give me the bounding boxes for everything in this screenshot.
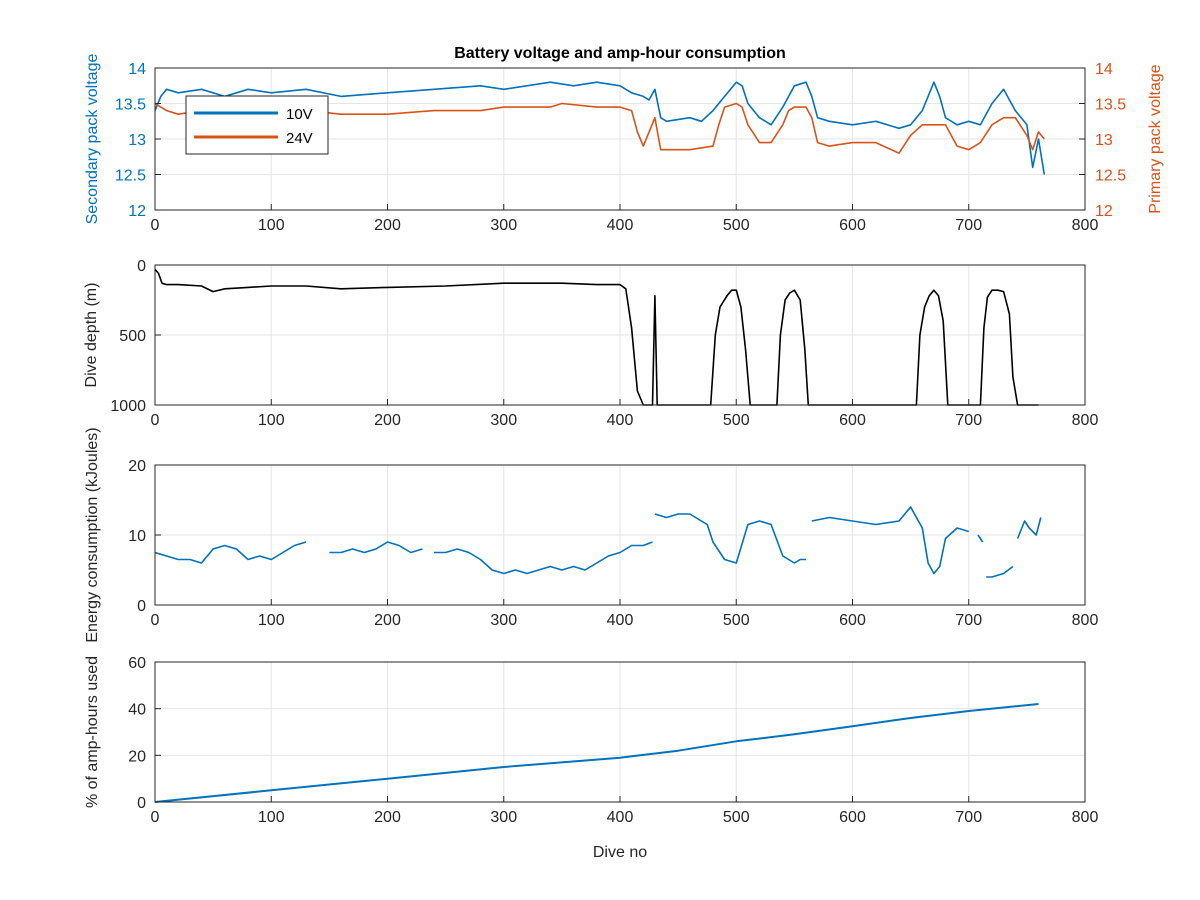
x-tick-label: 300 <box>490 412 517 429</box>
x-tick-label: 0 <box>151 809 160 826</box>
x-tick-label: 800 <box>1072 809 1099 826</box>
x-tick-label: 200 <box>374 412 401 429</box>
x-tick-label: 100 <box>258 612 285 629</box>
y-tick-label: 40 <box>128 702 146 719</box>
series-line-p3-seg2 <box>434 541 653 575</box>
series-line-10v <box>155 81 1046 175</box>
y-tick-label: 0 <box>137 795 146 812</box>
y-axis-label: % of amp-hours used <box>84 656 101 808</box>
x-tick-label: 400 <box>607 612 634 629</box>
panel-3: 0 100 200 300 400 500 600 700 800 0 10 20 Energy con… <box>84 427 1098 642</box>
y-tick-label: 13 <box>128 132 146 149</box>
x-tick-label: 800 <box>1072 412 1099 429</box>
chart-title: Battery voltage and amp-hour consumption <box>454 45 786 62</box>
x-tick-label: 200 <box>374 809 401 826</box>
series-group <box>155 703 1039 803</box>
y-right-tick-label: 12 <box>1095 203 1113 220</box>
y-tick-label: 500 <box>119 328 146 345</box>
series-line-p3-seg6 <box>986 565 1014 578</box>
y-tick-label: 14 <box>128 61 146 78</box>
x-tick-label: 400 <box>607 217 634 234</box>
x-tick-label: 0 <box>151 412 160 429</box>
x-tick-label: 0 <box>151 217 160 234</box>
x-tick-label: 400 <box>607 809 634 826</box>
y-tick-label: 12 <box>128 203 146 220</box>
series-line-p3-seg1 <box>329 541 423 554</box>
y-axis-label: Dive depth (m) <box>83 283 100 388</box>
y-axis-label: Secondary pack voltage <box>84 54 101 225</box>
x-tick-label: 200 <box>374 217 401 234</box>
x-axis-label: Dive no <box>593 844 647 861</box>
panel-1: 0 100 200 300 400 500 600 700 8001212.51313.5141… <box>84 45 1164 234</box>
x-tick-label: 500 <box>723 809 750 826</box>
x-tick-label: 400 <box>607 412 634 429</box>
series-line-24v <box>155 102 1045 154</box>
y-axis-label-right: Primary pack voltage <box>1147 64 1164 213</box>
series-group <box>155 81 1046 175</box>
panel-4: 0 100 200 300 400 500 600 700 800 0 20 40 60 % of amp… <box>84 655 1098 861</box>
x-tick-label: 0 <box>151 612 160 629</box>
y-tick-label: 10 <box>128 528 146 545</box>
x-tick-label: 700 <box>955 612 982 629</box>
x-tick-label: 500 <box>723 217 750 234</box>
y-tick-label: 13.5 <box>115 97 146 114</box>
y-tick-label: 20 <box>128 748 146 765</box>
x-tick-label: 100 <box>258 809 285 826</box>
series-line-p4 <box>155 703 1039 803</box>
series-group <box>155 506 1042 578</box>
x-tick-label: 200 <box>374 612 401 629</box>
y-tick-label: 60 <box>128 655 146 672</box>
panel-2: 0 100 200 300 400 500 600 700 800 0 500 1000 Dive de… <box>83 258 1098 429</box>
series-line-p3-seg5 <box>977 534 984 543</box>
x-tick-label: 600 <box>839 217 866 234</box>
y-right-tick-label: 13.5 <box>1095 97 1126 114</box>
x-tick-label: 100 <box>258 412 285 429</box>
y-tick-label: 12.5 <box>115 168 146 185</box>
x-tick-label: 700 <box>955 217 982 234</box>
y-tick-label: 1000 <box>110 398 146 415</box>
legend-label-24v: 24V <box>286 130 313 147</box>
x-tick-label: 800 <box>1072 217 1099 234</box>
y-right-tick-label: 14 <box>1095 61 1113 78</box>
legend-box <box>185 95 329 155</box>
x-tick-label: 300 <box>490 612 517 629</box>
x-tick-label: 600 <box>839 612 866 629</box>
y-tick-label: 20 <box>128 458 146 475</box>
x-tick-label: 500 <box>723 412 750 429</box>
y-tick-label: 0 <box>137 258 146 275</box>
x-tick-label: 300 <box>490 809 517 826</box>
y-tick-label: 0 <box>137 598 146 615</box>
y-axis-label: Energy consumption (kJoules) <box>84 427 101 642</box>
series-line-p3-seg7 <box>1016 517 1042 539</box>
series-line-p3-seg3 <box>654 513 806 564</box>
x-tick-label: 500 <box>723 612 750 629</box>
x-tick-label: 600 <box>839 412 866 429</box>
x-tick-label: 100 <box>258 217 285 234</box>
y-right-tick-label: 12.5 <box>1095 168 1126 185</box>
y-right-tick-label: 13 <box>1095 132 1113 149</box>
x-tick-label: 800 <box>1072 612 1099 629</box>
series-line-p3-seg0 <box>155 541 307 564</box>
x-tick-label: 300 <box>490 217 517 234</box>
x-tick-label: 600 <box>839 809 866 826</box>
x-tick-label: 700 <box>955 412 982 429</box>
series-line-p3-seg4 <box>811 506 970 575</box>
legend-label-10v: 10V <box>286 106 313 123</box>
x-tick-label: 700 <box>955 809 982 826</box>
